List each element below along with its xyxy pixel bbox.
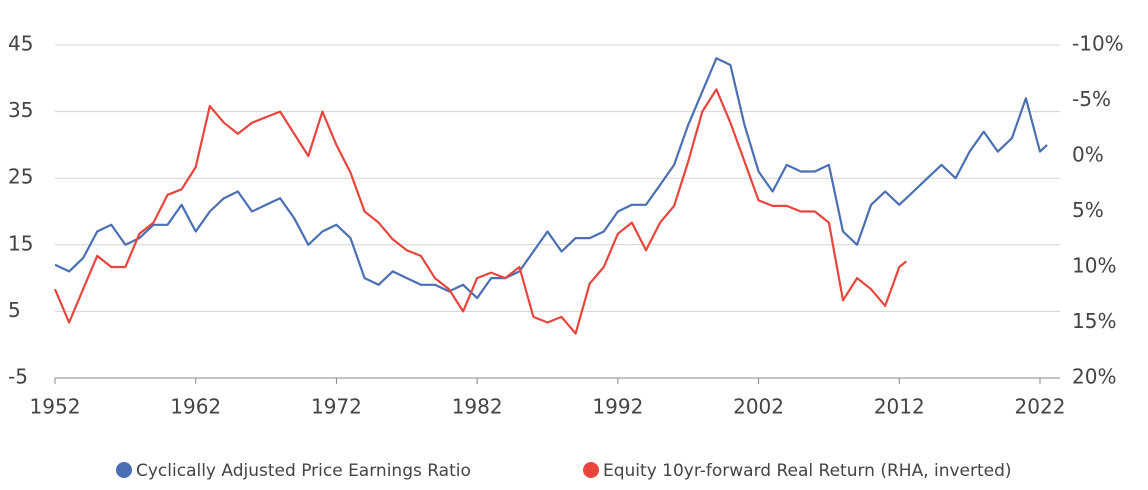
- x-tick-label: 2012: [874, 395, 925, 419]
- y2-tick-label: 20%: [1072, 365, 1116, 389]
- x-tick-label: 1952: [30, 395, 81, 419]
- x-tick-label: 2002: [733, 395, 784, 419]
- y-tick-label: 35: [8, 98, 33, 122]
- y-tick-label: 15: [8, 231, 33, 255]
- y2-tick-label: 0%: [1072, 143, 1104, 167]
- y2-tick-label: 10%: [1072, 254, 1116, 278]
- x-tick-label: 1982: [452, 395, 503, 419]
- legend: Cyclically Adjusted Price Earnings Ratio…: [116, 461, 1012, 481]
- x-tick-label: 1992: [592, 395, 643, 419]
- y-tick-label: 45: [8, 32, 33, 56]
- legend-label: Equity 10yr-forward Real Return (RHA, in…: [603, 461, 1012, 481]
- legend-swatch: [116, 462, 132, 478]
- y2-tick-label: 15%: [1072, 309, 1116, 333]
- series-line: [54, 57, 1048, 300]
- y2-tick-label: -10%: [1072, 32, 1124, 56]
- legend-label: Cyclically Adjusted Price Earnings Ratio: [136, 461, 471, 481]
- series-line: [53, 88, 907, 335]
- y2-tick-label: 5%: [1072, 198, 1104, 222]
- y2-tick-label: -5%: [1072, 87, 1111, 111]
- legend-swatch: [583, 462, 599, 478]
- y-tick-label: -5: [8, 365, 28, 389]
- y-tick-label: 5: [8, 298, 21, 322]
- x-tick-label: 1962: [170, 395, 221, 419]
- y-tick-label: 25: [8, 165, 33, 189]
- x-tick-label: 1972: [311, 395, 362, 419]
- x-tick-label: 2022: [1015, 395, 1066, 419]
